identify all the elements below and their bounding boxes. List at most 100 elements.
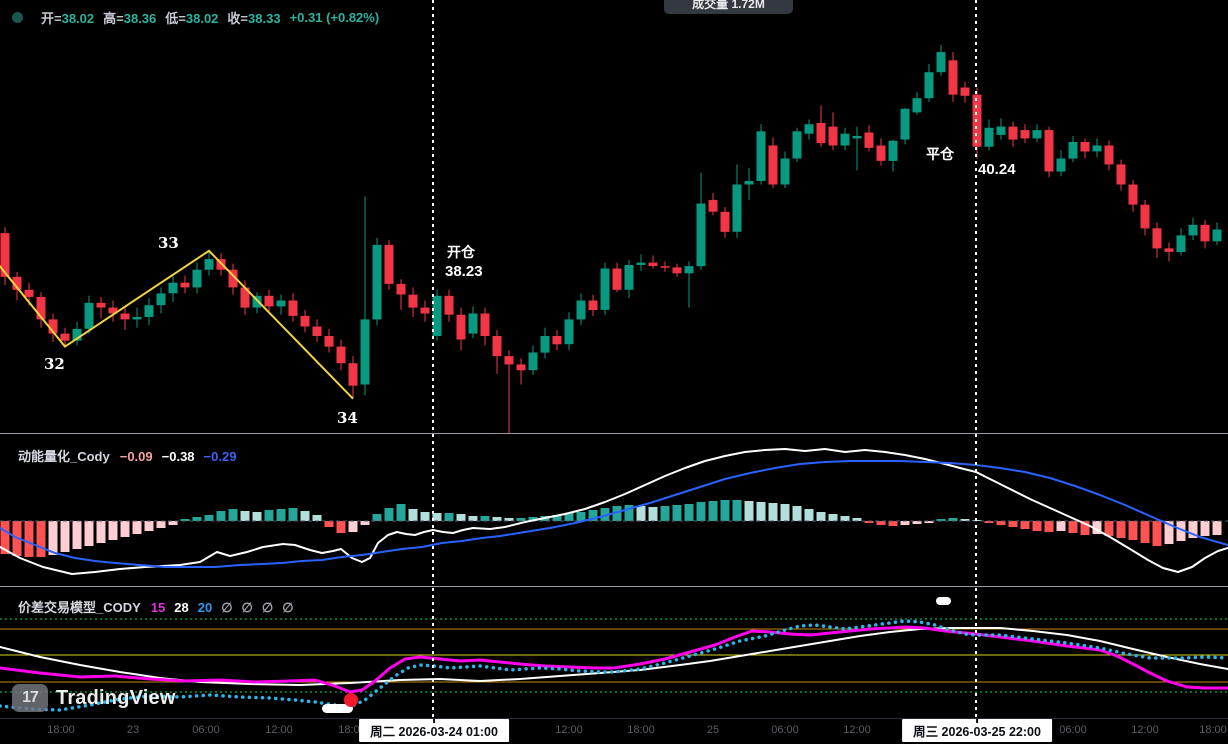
ohlc-legend[interactable]: 开=38.02 高=38.36 低=38.02 收=38.33 +0.31 (+0.8… (8, 8, 379, 26)
indicator-value: −0.29 (203, 449, 237, 464)
histogram-bar (1164, 521, 1174, 544)
tradingview-logo-mark-text: 17 (22, 689, 39, 706)
histogram-bar (84, 521, 94, 546)
candle (1200, 220, 1210, 249)
candle (1092, 138, 1102, 158)
candle (336, 339, 346, 371)
candle (516, 358, 526, 385)
histogram-bar (1104, 521, 1114, 536)
time-axis[interactable]: 18:00 23 06:00 12:00 18:00 12:00 18:00 25 06:00 1… (0, 718, 1228, 744)
candle (960, 81, 970, 103)
pane-separator[interactable] (0, 586, 1228, 587)
candle (732, 164, 742, 238)
candle (768, 137, 778, 189)
ohlc-label: 开= (41, 10, 62, 26)
candle (132, 307, 142, 328)
zigzag-pivot-label: 33 (158, 234, 179, 252)
histogram-bar (132, 521, 142, 534)
candle (168, 275, 178, 302)
tradingview-wordmark: TradingView (56, 686, 176, 709)
histogram-bar (684, 504, 694, 521)
histogram-bar (0, 521, 10, 554)
spread-indicator-title[interactable]: 价差交易模型_CODY (18, 600, 141, 615)
indicator-value: 20 (197, 600, 213, 615)
price-pane[interactable] (0, 0, 1228, 433)
trade-price-label: 40.24 (978, 161, 1016, 178)
histogram-bar (972, 520, 982, 521)
time-tick: 23 (126, 724, 140, 736)
candle (660, 261, 670, 273)
candle (924, 63, 934, 102)
candle (276, 294, 286, 315)
momentum-indicator-legend[interactable]: 动能量化_Cody −0.09 −0.38 −0.29 (18, 446, 245, 465)
momentum-line-fast (0, 448, 1228, 575)
candle (180, 275, 190, 294)
candle (1152, 222, 1162, 258)
candle (540, 327, 550, 359)
histogram-bar (492, 517, 502, 521)
candle (720, 207, 730, 238)
histogram-bar (576, 512, 586, 521)
candle (84, 295, 94, 334)
histogram-bar (516, 518, 526, 521)
histogram-bar (1140, 521, 1150, 543)
momentum-line-slow (0, 460, 1228, 568)
candle (144, 298, 154, 326)
tradingview-logo[interactable]: 17 TradingView (12, 684, 176, 712)
histogram-bar (612, 506, 622, 521)
candle (408, 287, 418, 317)
candle (948, 52, 958, 102)
histogram-bar (48, 521, 58, 555)
histogram-bar (1008, 521, 1018, 527)
histogram-bar (240, 511, 250, 521)
histogram-bar (1152, 521, 1162, 546)
candle (1080, 138, 1090, 159)
candle (72, 321, 82, 346)
momentum-indicator-title[interactable]: 动能量化_Cody (18, 449, 110, 464)
histogram-bar (852, 518, 862, 521)
histogram-bar (660, 506, 670, 521)
candle (204, 250, 214, 276)
time-tick: 12:00 (843, 724, 871, 736)
indicator-value: 15 (150, 600, 166, 615)
candle (684, 261, 694, 308)
spread-pane[interactable] (0, 587, 1228, 718)
volume-badge: 成交量 1.72M (664, 0, 793, 14)
histogram-bar (564, 513, 574, 521)
candle (1068, 136, 1078, 163)
oscillator-curve-magenta (0, 625, 1228, 694)
tradingview-logo-mark-icon: 17 (12, 684, 48, 712)
histogram-bar (804, 509, 814, 521)
histogram-bar (960, 519, 970, 521)
histogram-bar (924, 521, 934, 523)
candle (324, 328, 334, 353)
candle (852, 126, 862, 171)
histogram-bar (456, 514, 466, 521)
candle (0, 227, 10, 286)
histogram-bar (1080, 521, 1090, 535)
candle (780, 151, 790, 189)
pane-separator[interactable] (0, 433, 1228, 434)
candle (612, 262, 622, 293)
ohlc-label: 收= (227, 10, 249, 26)
candle (900, 107, 910, 145)
spread-indicator-legend[interactable]: 价差交易模型_CODY 15 28 20 ∅ ∅ ∅ ∅ (18, 597, 303, 616)
indicator-value: ∅ (221, 600, 233, 615)
histogram-bar (780, 504, 790, 521)
histogram-bar (36, 521, 46, 557)
histogram-bar (948, 518, 958, 521)
oscillator-curve-cyan-dotted (0, 619, 1228, 712)
histogram-bar (588, 510, 598, 521)
momentum-pane[interactable] (0, 434, 1228, 586)
candle (696, 172, 706, 270)
candle (432, 289, 442, 341)
candle (1128, 179, 1138, 212)
histogram-bar (156, 521, 166, 528)
candle (912, 92, 922, 115)
indicator-value: ∅ (241, 600, 253, 615)
spread-indicator-values: 15 28 20 ∅ ∅ ∅ ∅ (151, 600, 303, 615)
time-tick: 12:00 (555, 724, 583, 736)
trade-label: 开仓 (447, 244, 475, 260)
time-tick: 06:00 (1059, 724, 1087, 736)
candle (552, 330, 562, 351)
